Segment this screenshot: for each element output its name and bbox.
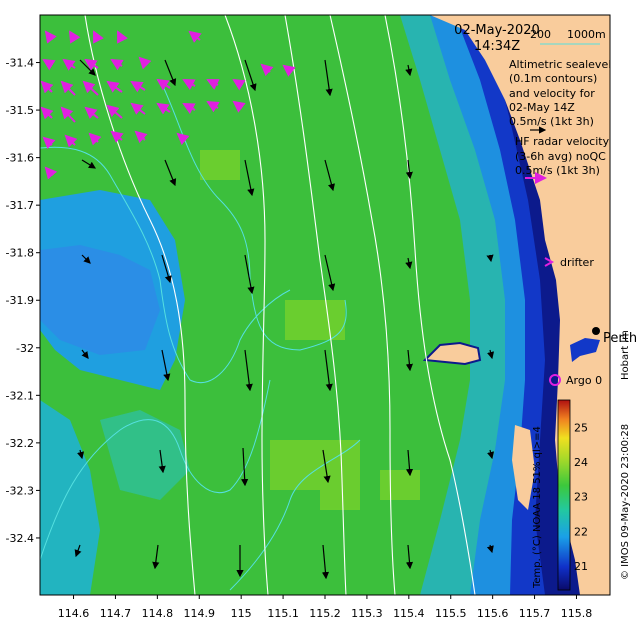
y-tick-label: -32.1 xyxy=(6,389,34,402)
x-tick-label: 114.6 xyxy=(58,607,90,620)
y-tick-label: -31.9 xyxy=(6,294,34,307)
hf-line-1: HF radar velocity xyxy=(515,135,610,148)
garden-island xyxy=(512,425,535,510)
colorbar-tick-label: 22 xyxy=(574,525,588,538)
map-time-title: 14:34Z xyxy=(474,39,520,54)
colorbar-tick-label: 24 xyxy=(574,456,588,469)
drifter-label: drifter xyxy=(560,256,594,269)
swan-river xyxy=(570,338,600,362)
drifter-symbol-icon xyxy=(544,257,555,267)
y-tick-label: -32.2 xyxy=(6,437,34,450)
y-tick-label: -31.8 xyxy=(6,247,34,260)
x-tick-label: 115.1 xyxy=(267,607,299,620)
drifter-legend: drifter xyxy=(544,256,594,269)
y-tick-label: -31.7 xyxy=(6,199,34,212)
altimetry-line-3: and velocity for xyxy=(509,87,595,100)
x-tick-label: 115.5 xyxy=(435,607,467,620)
hf-line-3: 0.5m/s (1kt 3h) xyxy=(515,164,600,177)
y-tick-label: -31.6 xyxy=(6,152,34,165)
y-tick-label: -32.3 xyxy=(6,484,34,497)
y-tick-label: -32 xyxy=(16,342,34,355)
depth-label-200: 200 xyxy=(530,28,551,41)
hobart-label: Hobart lm xyxy=(620,330,631,380)
x-tick-label: 115.3 xyxy=(351,607,383,620)
altimetry-line-2: (0.1m contours) xyxy=(509,72,597,85)
map-date-title: 02-May-2020 xyxy=(454,23,540,38)
x-axis-ticks: 114.6 114.7 114.8 114.9 115 115.1 115.2 115.3 11… xyxy=(58,595,592,620)
altimetry-line-5: 0.5m/s (1kt 3h) xyxy=(509,115,594,128)
x-tick-label: 115.6 xyxy=(477,607,509,620)
colorbar-title: Temp. (°C) NOAA 18 51% ql>=4 xyxy=(532,426,543,589)
y-tick-label: -31.5 xyxy=(6,104,34,117)
altimetry-line-1: Altimetric sealevel xyxy=(509,58,611,71)
altimetry-legend: Altimetric sealevel (0.1m contours) and … xyxy=(509,58,611,134)
colorbar-tick-label: 25 xyxy=(574,422,588,435)
x-tick-label: 115.4 xyxy=(393,607,425,620)
depth-label-1000: 1000m xyxy=(567,28,606,41)
x-tick-label: 115.7 xyxy=(519,607,551,620)
perth-label: Perth xyxy=(603,331,637,346)
warm-patches xyxy=(200,150,420,510)
hf-radar-arrows xyxy=(40,30,296,180)
velocity-arrows xyxy=(74,59,495,580)
x-tick-label: 115.2 xyxy=(309,607,341,620)
hf-line-2: (3-6h avg) noQC xyxy=(515,150,606,163)
credit-text: © IMOS 09-May-2020 23:00:28 xyxy=(620,424,631,580)
y-axis-ticks: -31.4 -31.5 -31.6 -31.7 -31.8 -31.9 -32 -32.1 -3… xyxy=(6,57,40,545)
y-tick-label: -32.4 xyxy=(6,532,34,545)
perth-marker xyxy=(592,327,600,335)
argo-label: Argo 0 xyxy=(566,374,602,387)
rottnest-island xyxy=(422,341,482,366)
x-tick-label: 114.9 xyxy=(184,607,216,620)
altimetry-line-4: 02-May 14Z xyxy=(509,101,575,114)
x-tick-label: 115.8 xyxy=(561,607,593,620)
hf-radar-legend: HF radar velocity (3-6h avg) noQC 0.5m/s… xyxy=(515,135,610,184)
y-tick-label: -31.4 xyxy=(6,57,34,70)
colorbar-tick-label: 21 xyxy=(574,560,588,573)
x-tick-label: 114.7 xyxy=(100,607,132,620)
depth-legend: 200 1000m xyxy=(530,28,606,45)
cool-region-west xyxy=(40,190,190,595)
colorbar: 25 24 23 22 21 xyxy=(557,399,588,591)
argo-marker xyxy=(549,374,561,386)
colorbar-ticks: 25 24 23 22 21 xyxy=(574,422,588,573)
x-tick-label: 114.8 xyxy=(142,607,174,620)
colorbar-tick-label: 23 xyxy=(574,491,588,504)
x-tick-label: 115 xyxy=(231,607,252,620)
